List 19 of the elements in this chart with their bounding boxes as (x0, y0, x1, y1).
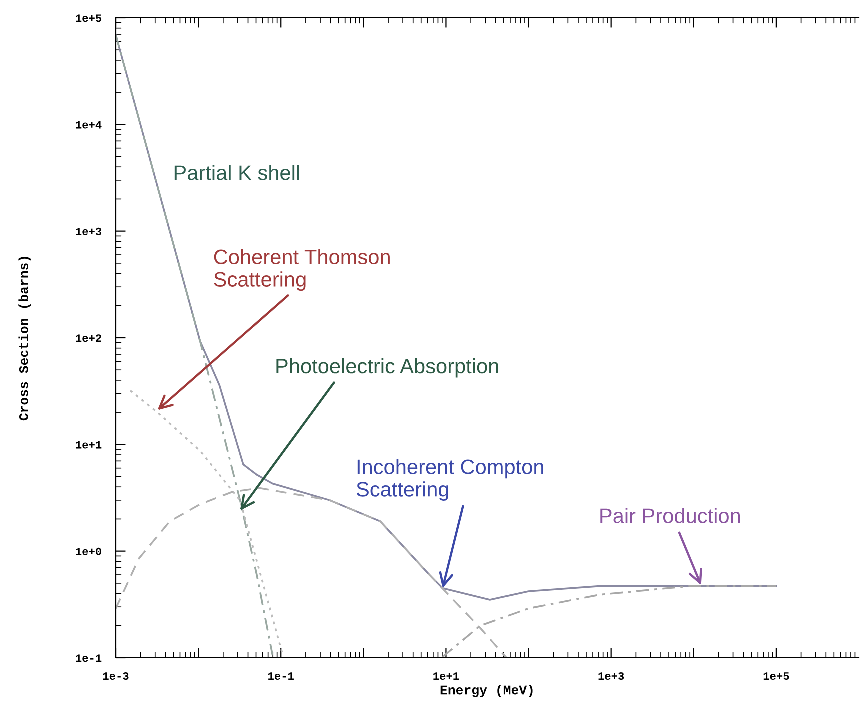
x-tick-label: 1e+3 (598, 672, 624, 680)
annotation: Incoherent Compton Scattering (356, 459, 544, 502)
y-tick-label: 1e+4 (76, 121, 102, 129)
y-axis-title: Cross Section (barns) (18, 257, 31, 421)
y-tick-label: 1e+2 (76, 334, 102, 342)
annotation: Partial K shell (174, 165, 300, 180)
x-axis-title: Energy (MeV) (440, 685, 533, 698)
x-tick-label: 1e+1 (434, 672, 460, 680)
y-tick-label: 1e+5 (76, 14, 102, 22)
y-tick-label: 1e-1 (76, 654, 102, 662)
y-tick-label: 1e+3 (76, 228, 102, 236)
y-tick-label: 1e+0 (76, 548, 102, 556)
x-tick-label: 1e-1 (268, 672, 294, 680)
annotation: Coherent Thomson Scattering (214, 249, 390, 292)
annotation: Photoelectric Absorption (276, 358, 498, 378)
x-tick-label: 1e+5 (764, 672, 790, 680)
annotation: Pair Production (600, 508, 740, 524)
x-tick-label: 1e-3 (103, 672, 129, 680)
y-tick-label: 1e+1 (76, 441, 102, 449)
